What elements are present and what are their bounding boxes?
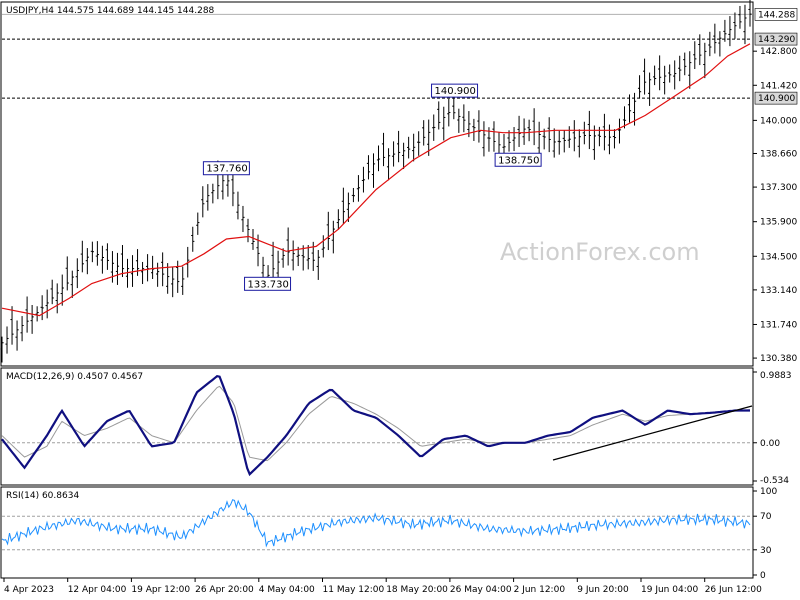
macd-panel [0,367,754,486]
price-annotations: 137.760 133.730 140.900 138.750 [202,83,542,291]
level-label-box [754,8,798,21]
price-header: USDJPY,H4 144.575 144.689 144.145 144.28… [6,6,215,16]
annotation-label: 140.900 [435,86,476,97]
annotation-box [202,161,250,176]
time-tick-label: 19 Jun 04:00 [641,585,698,595]
annotation-box [244,276,292,291]
macd-axis: 0.9883 0.00 -0.534 [2,371,792,486]
price-tick-label: 138.660 [760,149,797,159]
price-tick-label: 130.380 [760,354,797,364]
rsi-tick-label: 70 [760,512,772,522]
macd-trendline [552,405,753,461]
rsi-panel [0,486,754,579]
watermark: ActionForex.com [500,238,700,266]
price-tick-label: 133.140 [760,286,797,296]
rsi-tick-label: 30 [760,546,772,556]
annotation-label: 137.760 [206,164,247,175]
time-axis: 4 Apr 2023 12 Apr 04:00 19 Apr 12:00 26 Apr… [3,578,762,595]
annotation-box [431,83,479,98]
price-tick-label: 131.740 [760,320,797,330]
macd-header: MACD(12,26,9) 0.4507 0.4567 [6,372,143,382]
annotation-box [494,152,542,167]
price-tick-label: 137.300 [760,183,797,193]
level-label-box [754,91,798,105]
time-tick-label: 26 Jun 12:00 [705,585,762,595]
price-tick-label: 141.420 [760,81,797,91]
price-tick-label: 140.000 [760,116,797,126]
price-tick-label: 135.900 [760,218,797,228]
price-panel [0,1,754,367]
time-tick-label: 26 Apr 20:00 [195,585,254,595]
time-tick-label: 9 Jun 20:00 [577,585,629,595]
level-label: 144.288 [758,10,795,20]
time-tick-label: 2 Jun 12:00 [514,585,566,595]
level-label: 143.290 [758,35,795,45]
time-tick-label: 18 May 20:00 [386,585,448,595]
price-levels: 144.288 143.290 140.900 [2,8,798,105]
rsi-header: RSI(14) 60.8634 [6,491,79,501]
level-label: 140.900 [758,94,795,104]
time-tick-label: 11 May 12:00 [323,585,385,595]
rsi-line [1,499,751,548]
price-axis: 142.800 141.420 140.000 138.660 137.300 135.9… [753,47,797,364]
macd-tick-label: -0.534 [760,476,789,486]
time-tick-label: 4 May 04:00 [259,585,315,595]
macd-line [1,375,750,477]
macd-signal-line [1,385,751,462]
annotation-label: 138.750 [498,155,539,166]
level-label-box [754,32,798,46]
rsi-tick-label: 100 [760,487,777,497]
moving-average-line [1,43,751,317]
price-tick-label: 134.500 [760,252,797,262]
time-tick-label: 12 Apr 04:00 [68,585,127,595]
time-tick-label: 26 May 04:00 [450,585,512,595]
price-tick-label: 142.800 [760,47,797,57]
macd-tick-label: 0.00 [760,439,780,449]
annotation-label: 133.730 [248,279,289,290]
time-tick-label: 19 Apr 12:00 [131,585,190,595]
rsi-axis: 100 70 30 0 [2,487,777,581]
time-tick-label: 4 Apr 2023 [4,585,54,595]
rsi-tick-label: 0 [760,571,766,581]
price-bars [0,0,752,363]
macd-tick-label: 0.9883 [760,371,792,381]
